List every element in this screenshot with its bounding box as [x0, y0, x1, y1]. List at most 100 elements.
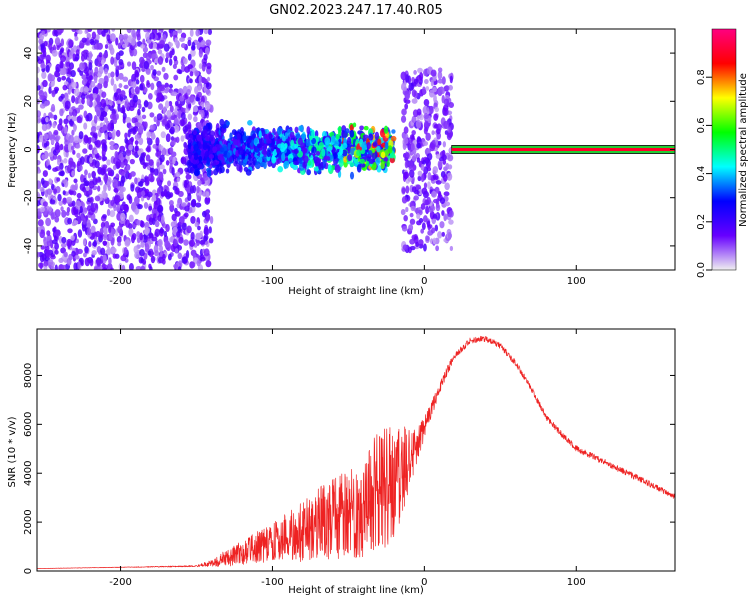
- snr-y-tick-label: 4000: [23, 460, 34, 485]
- heatmap-cell: [149, 112, 155, 118]
- heatmap-cell: [337, 138, 342, 147]
- heatmap-cell: [134, 140, 139, 146]
- heatmap-cell: [115, 206, 121, 212]
- heatmap-cell: [37, 118, 42, 123]
- heatmap-cell: [120, 175, 126, 184]
- heatmap-cell: [148, 217, 154, 226]
- heatmap-cell: [163, 72, 169, 80]
- heatmap-cell: [195, 29, 201, 37]
- heatmap-cell: [189, 78, 193, 84]
- heatmap-cell: [145, 69, 151, 75]
- heatmap-cell: [93, 240, 97, 247]
- heatmap-x-ticks: -200 -100 0 100: [109, 29, 586, 287]
- heatmap-cell: [47, 152, 54, 158]
- heatmap-cell: [115, 69, 119, 78]
- snr-x-tick-label: 100: [567, 577, 586, 588]
- heatmap-cell: [94, 66, 99, 75]
- heatmap-y-tick-label: 20: [23, 95, 34, 108]
- heatmap-cell: [58, 200, 64, 206]
- heatmap-cell: [142, 258, 147, 265]
- heatmap-cell: [54, 216, 60, 223]
- heatmap-cell: [444, 182, 450, 191]
- heatmap-cell: [113, 83, 117, 93]
- heatmap-cell: [101, 30, 106, 37]
- heatmap-cell: [423, 68, 429, 77]
- heatmap-cell: [93, 75, 98, 84]
- heatmap-cell: [91, 202, 98, 211]
- heatmap-cell: [174, 248, 179, 254]
- heatmap-cell: [156, 161, 160, 168]
- heatmap-cell: [103, 52, 109, 59]
- heatmap-cell: [283, 161, 289, 169]
- heatmap-cell: [67, 240, 71, 250]
- heatmap-cell: [47, 130, 53, 140]
- heatmap-cell: [422, 86, 426, 95]
- heatmap-cell: [400, 209, 406, 216]
- heatmap-cell: [200, 39, 206, 48]
- heatmap-cell: [380, 151, 386, 159]
- heatmap-cell: [91, 171, 96, 179]
- heatmap-cell: [164, 100, 170, 109]
- heatmap-cell: [338, 148, 344, 156]
- heatmap-cell: [167, 180, 172, 187]
- heatmap-cell: [329, 154, 334, 162]
- heatmap-cell: [154, 228, 161, 238]
- heatmap-cell: [353, 157, 359, 165]
- heatmap-cell: [113, 58, 118, 68]
- heatmap-cell: [80, 213, 84, 221]
- heatmap-cell: [375, 157, 381, 166]
- heatmap-cell: [151, 53, 155, 60]
- heatmap-cell: [73, 87, 80, 97]
- heatmap-cell: [198, 48, 203, 58]
- heatmap-cell: [178, 236, 184, 244]
- heatmap-cell: [208, 154, 215, 159]
- heatmap-cell: [68, 160, 73, 166]
- heatmap-cell: [138, 180, 144, 187]
- heatmap-cell: [147, 92, 153, 100]
- heatmap-cell: [201, 210, 207, 218]
- heatmap-cell: [93, 114, 98, 124]
- heatmap-cell: [45, 249, 51, 259]
- heatmap-cell: [71, 95, 76, 104]
- heatmap-cell: [48, 206, 52, 213]
- heatmap-cell: [149, 124, 155, 131]
- heatmap-cell: [415, 119, 422, 129]
- heatmap-cell: [206, 76, 211, 82]
- heatmap-cell: [444, 85, 450, 91]
- heatmap-cell: [37, 191, 41, 201]
- heatmap-cell: [107, 72, 111, 79]
- heatmap-cell: [93, 132, 98, 139]
- heatmap-cell: [410, 205, 416, 212]
- heatmap-cell: [54, 209, 61, 218]
- heatmap-cell: [115, 37, 119, 46]
- heatmap-cell: [61, 210, 67, 218]
- heatmap-cell: [209, 136, 214, 142]
- heatmap-cell: [245, 169, 252, 176]
- heatmap-cell: [443, 120, 450, 130]
- heatmap-cell: [192, 129, 198, 136]
- heatmap-cell: [266, 138, 272, 144]
- heatmap-cell: [159, 164, 165, 170]
- heatmap-cell: [54, 141, 60, 151]
- heatmap-cell: [82, 207, 88, 214]
- heatmap-cell: [68, 134, 75, 144]
- heatmap-cell: [79, 62, 85, 70]
- heatmap-cell: [61, 67, 67, 76]
- heatmap-cell: [55, 63, 61, 73]
- heatmap-cell: [412, 164, 417, 171]
- heatmap-cell: [321, 148, 326, 157]
- heatmap-cell: [170, 221, 176, 228]
- heatmap-cell: [74, 96, 79, 105]
- heatmap-cell: [182, 125, 189, 133]
- heatmap-cell: [401, 108, 407, 116]
- heatmap-cell: [43, 142, 48, 148]
- heatmap-cell: [180, 112, 186, 120]
- heatmap-cell: [426, 152, 433, 161]
- colorbar-frame: [711, 28, 737, 271]
- heatmap-cell: [150, 82, 155, 91]
- heatmap-cell: [81, 223, 86, 232]
- colorbar-tick-label: 0.0: [696, 262, 707, 278]
- heatmap-cell: [113, 144, 119, 150]
- heatmap-cell: [146, 191, 153, 198]
- heatmap-cell: [123, 84, 129, 90]
